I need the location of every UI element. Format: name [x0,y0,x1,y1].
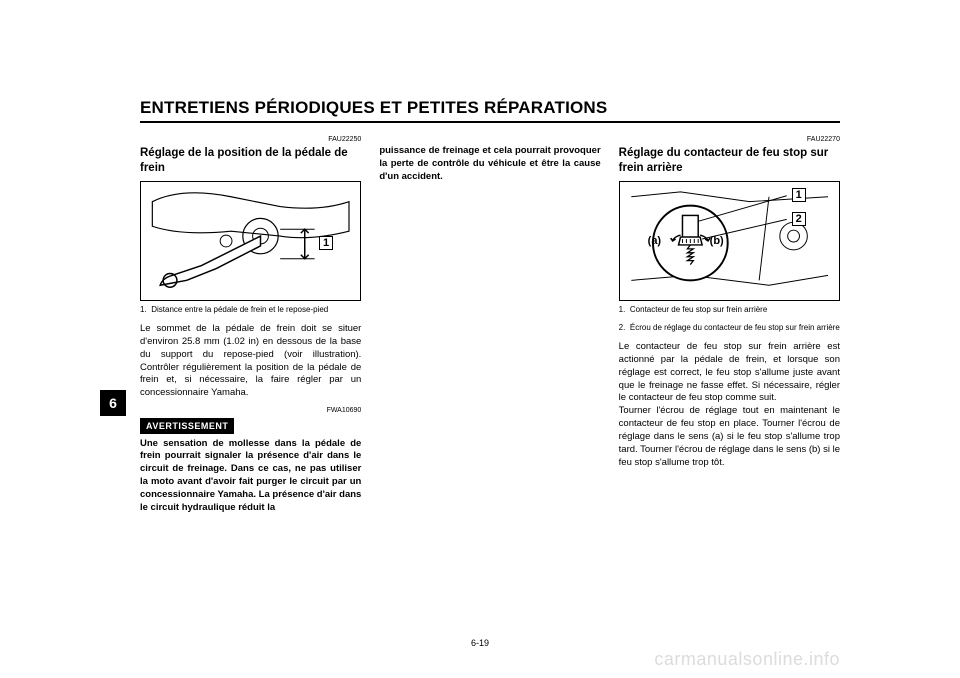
manual-page: ENTRETIENS PÉRIODIQUES ET PETITES RÉPARA… [0,0,960,678]
column-2: puissance de freinage et cela pourrait p… [379,135,600,515]
figure-callout-2: 2 [792,212,806,226]
caption-number: 1. [619,305,628,315]
ref-code: FAU22250 [140,135,361,144]
warning-code: FWA10690 [140,406,361,415]
chapter-tab: 6 [100,390,126,416]
caption-number: 2. [619,323,628,333]
content-columns: FAU22250 Réglage de la position de la pé… [140,135,840,515]
warning-text: Une sensation de mollesse dans la pédale… [140,438,361,515]
figure-label-a: (a) [648,234,661,249]
caption-text: Distance entre la pédale de frein et le … [151,305,328,314]
section-title: Réglage du contacteur de feu stop sur fr… [619,146,840,175]
column-1: FAU22250 Réglage de la position de la pé… [140,135,361,515]
figure-caption-1: 1. Contacteur de feu stop sur frein arri… [619,305,840,315]
figure-brake-pedal: 1 [140,181,361,301]
warning-text-continued: puissance de freinage et cela pourrait p… [379,145,600,183]
warning-box-row: AVERTISSEMENT [140,418,361,438]
ref-code: FAU22270 [619,135,840,144]
caption-text: Écrou de réglage du contacteur de feu st… [630,323,840,332]
figure-caption-2: 2. Écrou de réglage du contacteur de feu… [619,323,840,333]
figure-label-b: (b) [710,234,724,249]
figure-callout-1: 1 [319,236,333,250]
figure-callout-1: 1 [792,188,806,202]
caption-text: Contacteur de feu stop sur frein arrière [630,305,767,314]
warning-label: AVERTISSEMENT [140,418,234,434]
figure-stop-switch: 1 2 (a) (b) [619,181,840,301]
body-text: Le sommet de la pédale de frein doit se … [140,323,361,400]
figure-caption: 1. Distance entre la pédale de frein et … [140,305,361,315]
section-title: Réglage de la position de la pédale de f… [140,146,361,175]
watermark: carmanualsonline.info [654,649,840,670]
caption-number: 1. [140,305,149,315]
page-number: 6-19 [471,638,489,648]
body-text: Le contacteur de feu stop sur frein arri… [619,341,840,469]
column-3: FAU22270 Réglage du contacteur de feu st… [619,135,840,515]
chapter-title: ENTRETIENS PÉRIODIQUES ET PETITES RÉPARA… [140,98,840,123]
